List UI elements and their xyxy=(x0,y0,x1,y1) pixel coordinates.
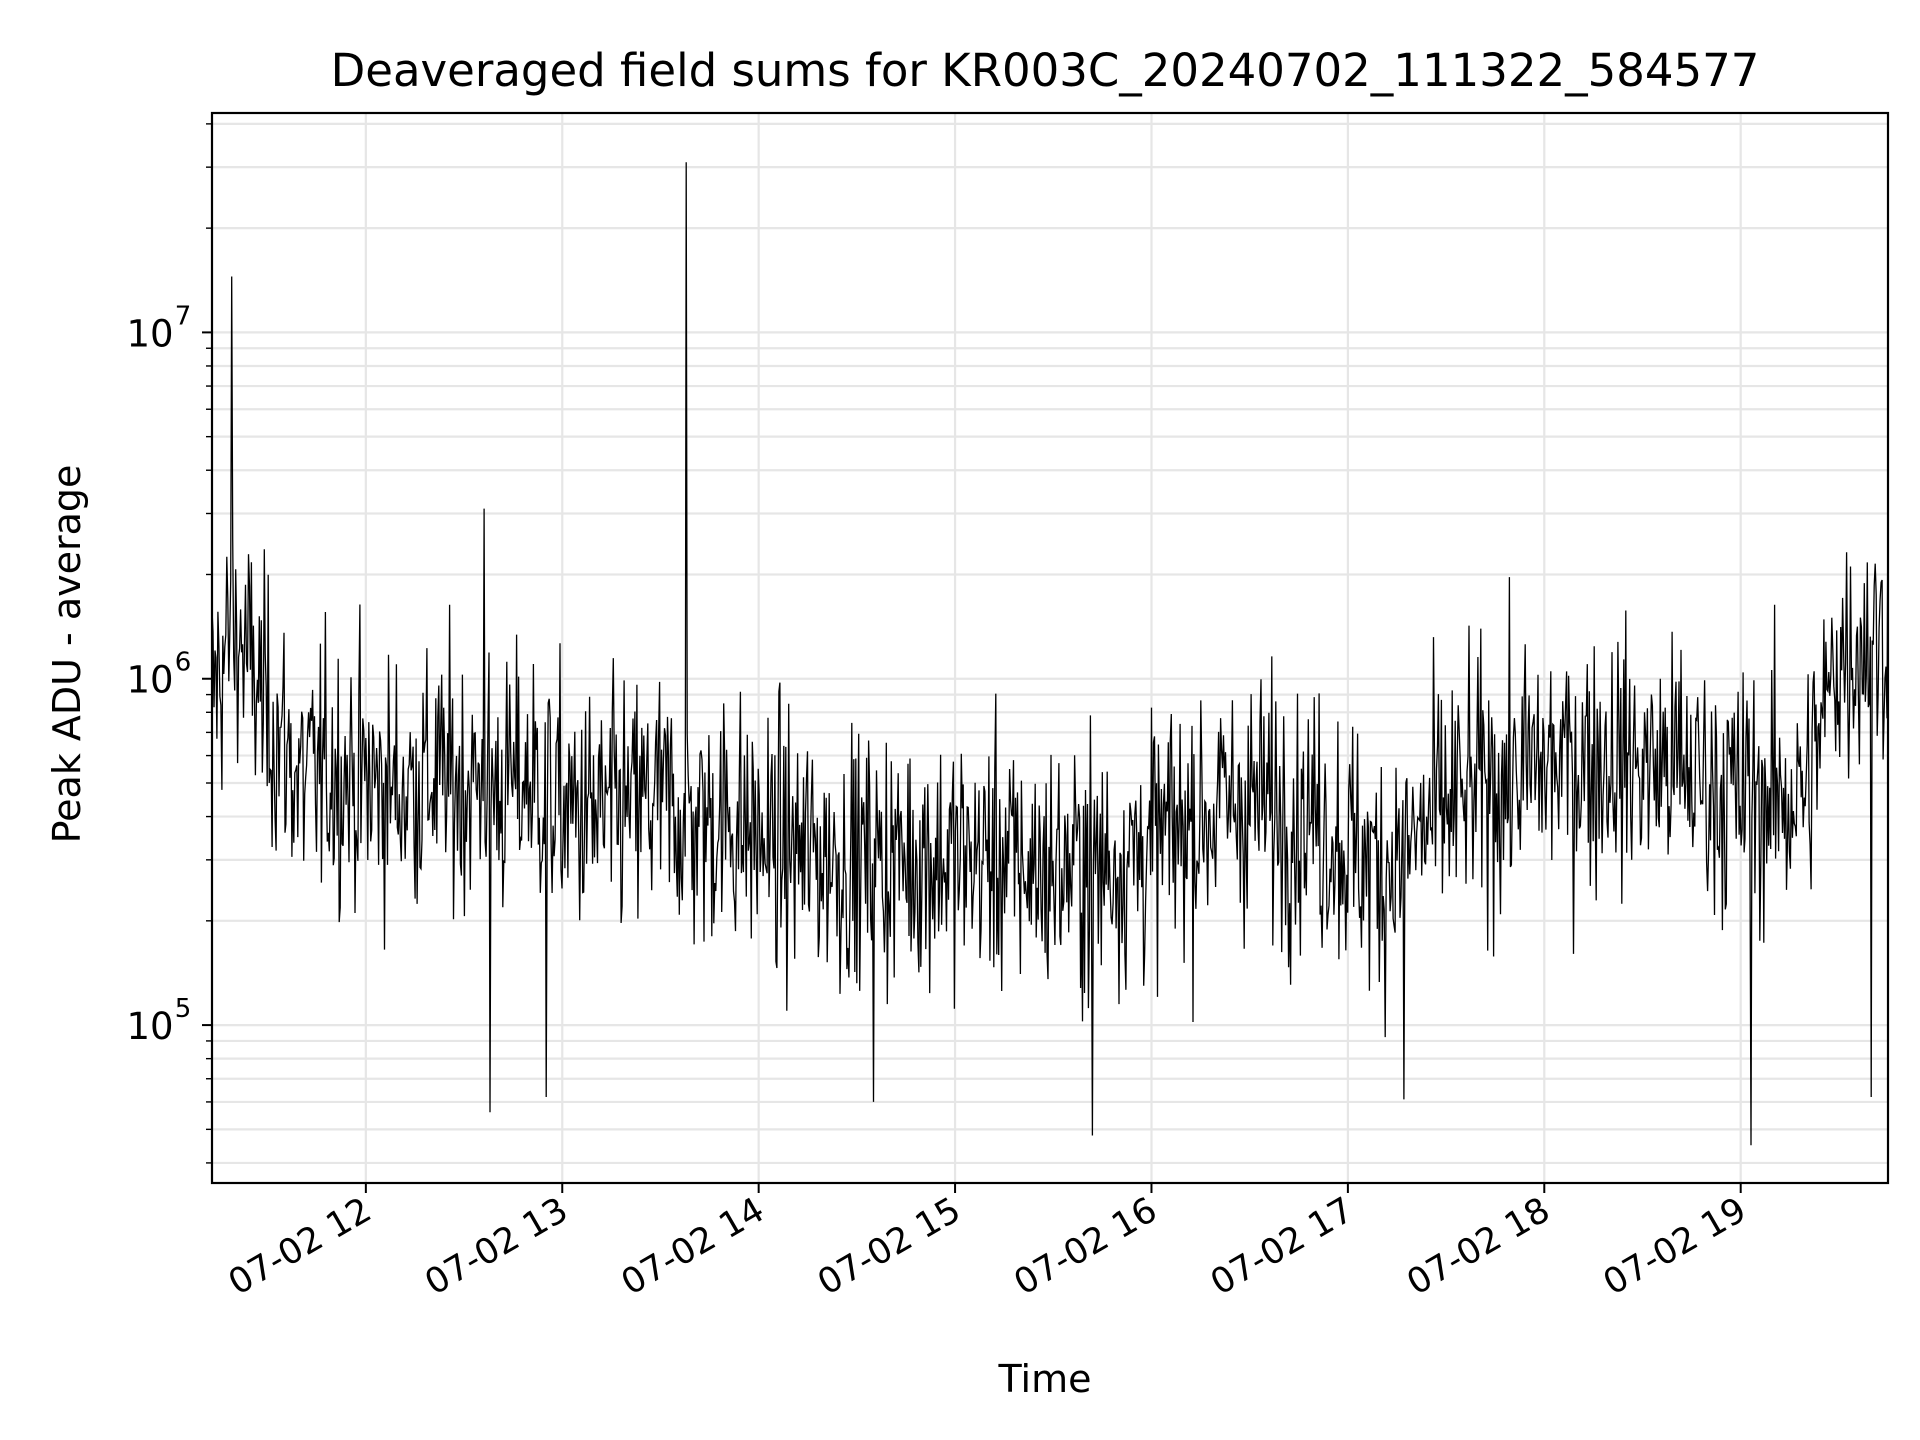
data-area xyxy=(211,162,1889,1146)
y-tick-exponent: 5 xyxy=(175,994,192,1024)
x-axis-label: Time xyxy=(998,1357,1092,1401)
y-tick-exponent: 6 xyxy=(175,648,192,678)
y-tick-label: 10 xyxy=(126,659,173,702)
data-series-line xyxy=(211,162,1889,1146)
chart-title: Deaveraged field sums for KR003C_2024070… xyxy=(331,44,1760,97)
y-tick-label: 10 xyxy=(126,312,173,355)
axes-frame xyxy=(210,111,1890,1185)
y-tick-exponent: 7 xyxy=(175,301,192,331)
y-axis-label: Peak ADU - average xyxy=(45,465,89,844)
y-tick-label: 10 xyxy=(126,1005,173,1048)
